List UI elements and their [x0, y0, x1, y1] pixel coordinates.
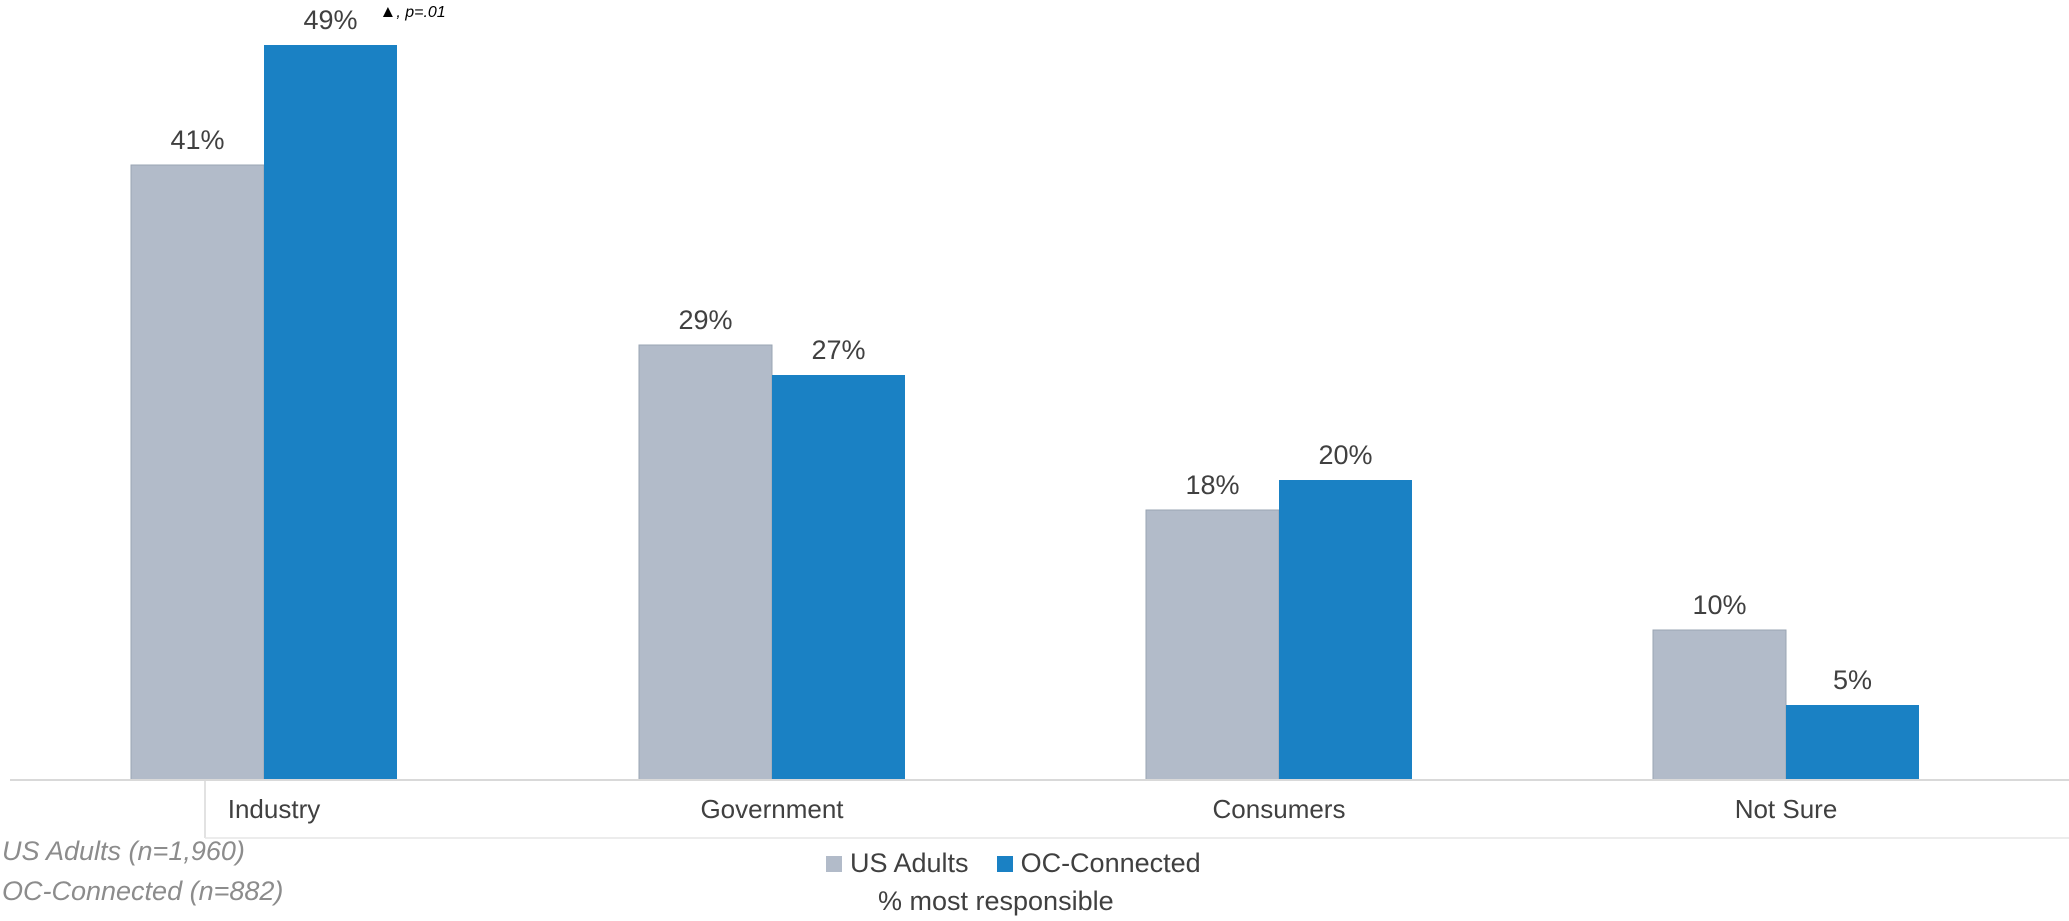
significance-text: , p=.01: [396, 4, 445, 21]
data-label-us-adults-government: 29%: [678, 305, 732, 335]
category-label-industry: Industry: [228, 794, 321, 824]
data-label-oc-connected-not-sure: 5%: [1833, 665, 1872, 695]
bars-layer: [130, 45, 1919, 781]
category-label-consumers: Consumers: [1213, 794, 1346, 824]
bar-us-adults-not-sure: [1652, 629, 1787, 781]
bar-oc-connected-government: [772, 375, 905, 780]
legend-item-oc-connected: OC-Connected: [996, 848, 1201, 879]
bar-us-adults-government: [638, 344, 773, 781]
data-label-oc-connected-government: 27%: [811, 335, 865, 365]
legend-label-oc-connected: OC-Connected: [1020, 848, 1201, 878]
data-label-us-adults-industry: 41%: [170, 125, 224, 155]
data-label-oc-connected-consumers: 20%: [1318, 440, 1372, 470]
bar-oc-connected-industry: [264, 45, 397, 780]
significance-annotation: ▲, p=.01: [380, 2, 446, 21]
legend: US Adults OC-Connected: [826, 848, 1229, 879]
x-axis-title: % most responsible: [878, 886, 1114, 916]
category-label-government: Government: [700, 794, 844, 824]
bar-us-adults-consumers: [1145, 509, 1280, 781]
value-labels-layer: 41% 49% ▲, p=.01 29% 27% 18% 20% 10% 5%: [170, 2, 1872, 695]
category-labels-layer: Industry Government Consumers Not Sure: [228, 794, 1838, 824]
legend-item-us-adults: US Adults: [826, 848, 969, 879]
sample-note-us-adults: US Adults (n=1,960): [2, 836, 245, 866]
legend-label-us-adults: US Adults: [850, 848, 969, 878]
data-label-us-adults-consumers: 18%: [1185, 470, 1239, 500]
bar-oc-connected-consumers: [1279, 480, 1412, 780]
bar-oc-connected-not-sure: [1786, 705, 1919, 780]
bar-us-adults-industry: [130, 164, 265, 781]
legend-swatch-oc-connected: [996, 855, 1013, 872]
data-label-oc-connected-industry: 49%: [303, 5, 357, 35]
data-label-us-adults-not-sure: 10%: [1692, 590, 1746, 620]
legend-swatch-us-adults: [826, 855, 842, 872]
category-label-not-sure: Not Sure: [1735, 794, 1838, 824]
sample-note-oc-connected: OC-Connected (n=882): [2, 876, 284, 906]
significance-triangle-icon: ▲: [380, 2, 397, 21]
